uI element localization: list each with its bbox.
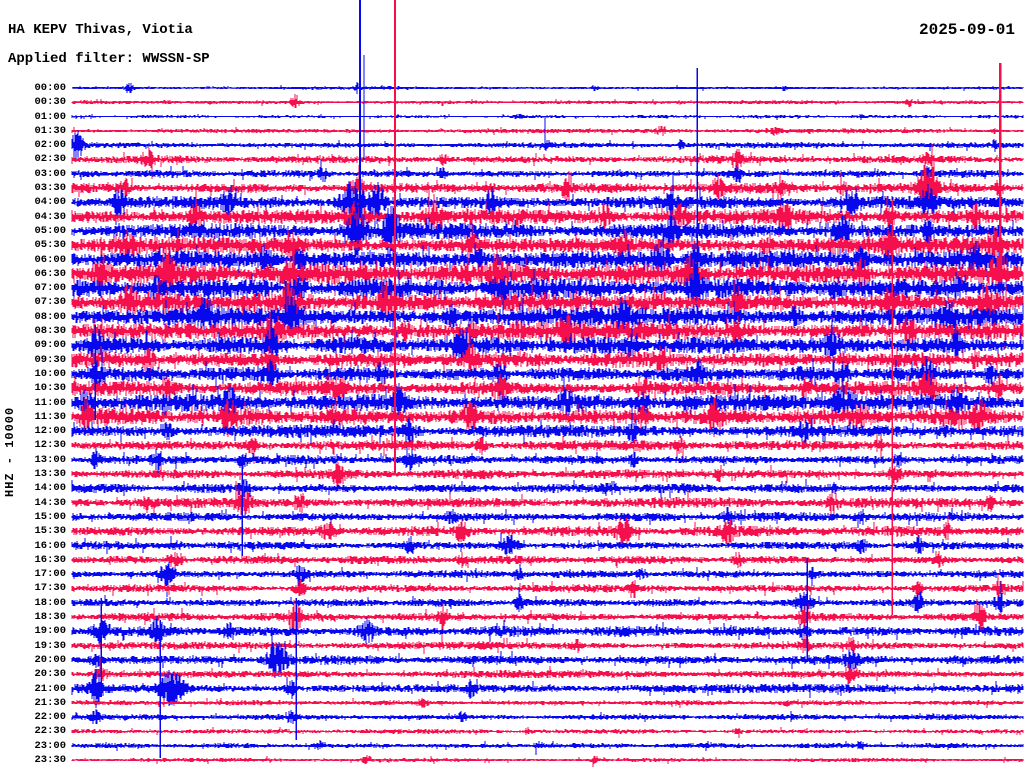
time-label: 22:00 <box>34 711 66 724</box>
time-label: 16:30 <box>34 553 66 566</box>
time-label: 12:00 <box>34 425 66 438</box>
time-label: 08:30 <box>34 325 66 338</box>
time-label: 23:30 <box>34 754 66 766</box>
time-label: 23:00 <box>34 739 66 752</box>
time-label: 21:00 <box>34 682 66 695</box>
time-label: 01:30 <box>34 124 66 137</box>
time-label: 07:00 <box>34 282 66 295</box>
applied-filter-label: Applied filter: WWSSN-SP <box>8 51 210 67</box>
time-label: 06:00 <box>34 253 66 266</box>
time-label: 01:00 <box>34 110 66 123</box>
time-label: 12:30 <box>34 439 66 452</box>
time-label: 07:30 <box>34 296 66 309</box>
time-label: 20:30 <box>34 668 66 681</box>
time-label: 18:00 <box>34 596 66 609</box>
time-label: 08:00 <box>34 310 66 323</box>
time-label: 22:30 <box>34 725 66 738</box>
time-label: 19:00 <box>34 625 66 638</box>
time-label: 15:30 <box>34 525 66 538</box>
time-label: 09:00 <box>34 339 66 352</box>
time-label: 02:00 <box>34 139 66 152</box>
time-label: 05:00 <box>34 224 66 237</box>
time-label: 11:30 <box>34 410 66 423</box>
time-label: 18:30 <box>34 611 66 624</box>
time-label: 15:00 <box>34 510 66 523</box>
time-label: 04:00 <box>34 196 66 209</box>
time-label: 02:30 <box>34 153 66 166</box>
time-label: 17:00 <box>34 568 66 581</box>
time-label: 04:30 <box>34 210 66 223</box>
time-label: 19:30 <box>34 639 66 652</box>
time-label: 06:30 <box>34 267 66 280</box>
time-label: 16:00 <box>34 539 66 552</box>
time-label: 03:00 <box>34 167 66 180</box>
time-label: 10:30 <box>34 382 66 395</box>
time-label: 13:30 <box>34 468 66 481</box>
time-label: 14:00 <box>34 482 66 495</box>
time-label: 20:00 <box>34 653 66 666</box>
time-label: 13:00 <box>34 453 66 466</box>
time-label: 09:30 <box>34 353 66 366</box>
time-label: 03:30 <box>34 182 66 195</box>
date-label: 2025-09-01 <box>918 21 1015 39</box>
time-label: 10:00 <box>34 367 66 380</box>
time-label: 05:30 <box>34 239 66 252</box>
time-label: 11:00 <box>34 396 66 409</box>
time-label: 00:30 <box>34 96 66 109</box>
time-label: 17:30 <box>34 582 66 595</box>
time-label: 00:00 <box>34 82 66 94</box>
time-label: 14:30 <box>34 496 66 509</box>
station-title: HA KEPV Thivas, Viotia <box>8 22 193 38</box>
time-label: 21:30 <box>34 696 66 709</box>
